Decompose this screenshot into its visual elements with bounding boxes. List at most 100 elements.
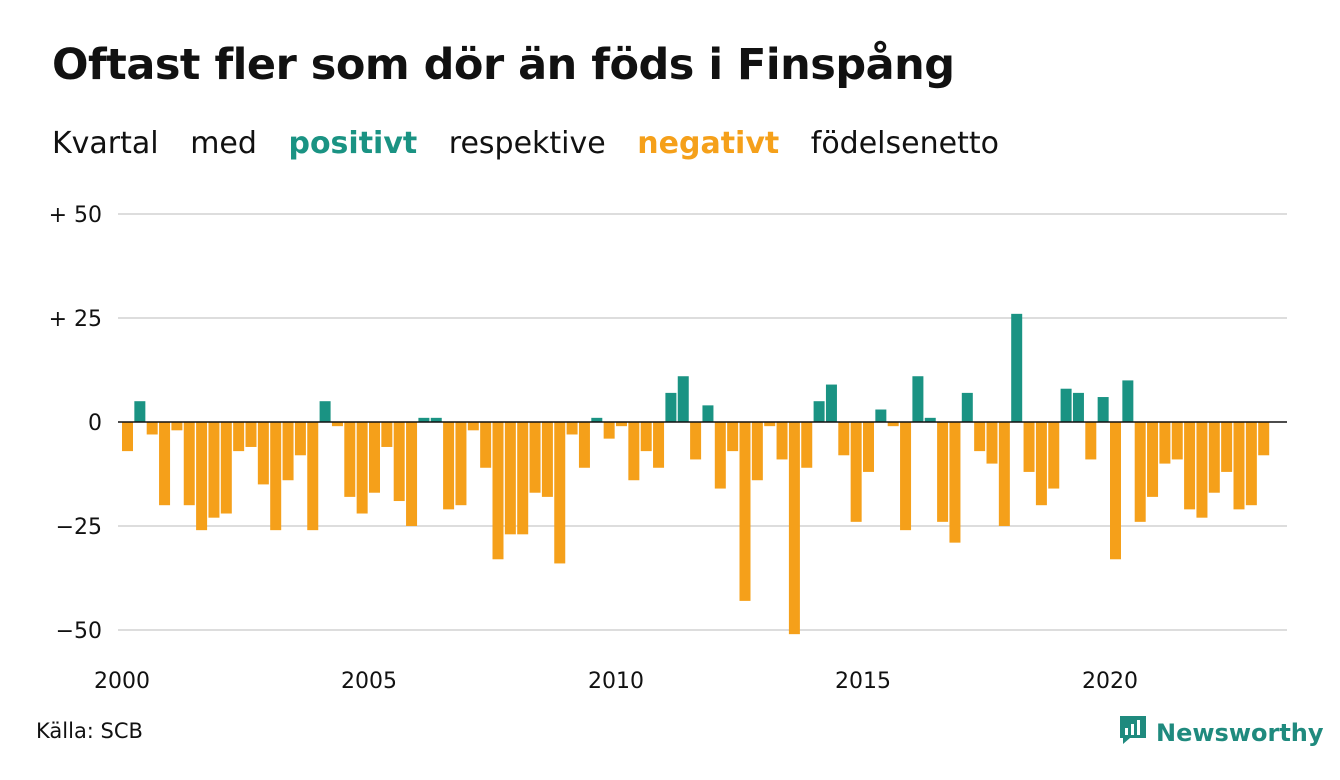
bar <box>1048 422 1060 489</box>
bar <box>751 422 763 481</box>
bar <box>640 422 652 452</box>
bar-chart: + 50 + 25 0 −25 −50 2000 2005 2010 2015 2020 <box>49 203 1287 694</box>
bar <box>220 422 232 514</box>
source-note: Källa: SCB <box>36 719 143 743</box>
bar <box>344 422 356 497</box>
bar <box>912 376 924 422</box>
y-tick-label: 0 <box>88 411 102 436</box>
bar <box>776 422 788 460</box>
bar <box>900 422 912 531</box>
bar <box>1097 397 1109 422</box>
bar <box>924 417 936 422</box>
bar <box>937 422 949 522</box>
bar <box>393 422 405 502</box>
bar <box>406 422 418 526</box>
subtitle-word-respektive: respektive <box>448 126 606 161</box>
bar <box>1208 422 1220 493</box>
bar <box>863 422 874 472</box>
bar <box>1011 313 1023 422</box>
bar <box>282 422 294 481</box>
bar <box>418 417 430 422</box>
bar <box>1110 422 1121 560</box>
bar <box>443 422 455 510</box>
bar <box>690 422 702 460</box>
bar <box>554 422 566 564</box>
bar <box>887 422 899 427</box>
bar <box>430 417 442 422</box>
bar <box>1233 422 1245 510</box>
bar <box>1072 392 1084 422</box>
bar <box>702 405 714 422</box>
bar <box>529 422 541 493</box>
bar <box>801 422 813 468</box>
bar <box>974 422 986 452</box>
x-tick-label: 2010 <box>588 669 644 694</box>
bar <box>467 422 479 431</box>
bar <box>356 422 368 514</box>
bar <box>233 422 245 452</box>
bar <box>825 384 837 422</box>
bar <box>455 422 467 506</box>
bar <box>307 422 319 531</box>
brand-logo[interactable]: Newsworthy <box>1118 714 1324 751</box>
bar <box>196 422 208 531</box>
bar <box>146 422 158 435</box>
bar <box>1122 380 1134 422</box>
subtitle-word-med: med <box>190 126 257 161</box>
bar <box>998 422 1010 526</box>
legend-negative-label: negativt <box>637 126 780 161</box>
brand-name: Newsworthy <box>1156 718 1324 747</box>
bar <box>294 422 306 456</box>
x-tick-label: 2015 <box>835 669 891 694</box>
bar <box>1171 422 1183 460</box>
bar <box>850 422 862 522</box>
bar <box>1184 422 1196 510</box>
chart-bars <box>122 313 1270 635</box>
bar <box>1221 422 1233 472</box>
bar <box>1196 422 1208 518</box>
bar <box>319 401 331 422</box>
x-tick-label: 2000 <box>94 669 150 694</box>
bar <box>961 392 973 422</box>
bar <box>381 422 393 447</box>
x-tick-label: 2005 <box>341 669 397 694</box>
bar <box>331 422 343 427</box>
bar <box>1147 422 1159 497</box>
bar <box>245 422 257 447</box>
chart-subtitle: Kvartal med positivt respektive negativt… <box>52 126 1021 161</box>
bar <box>578 422 590 468</box>
y-tick-label: −25 <box>56 515 102 540</box>
bar <box>653 422 665 468</box>
bar <box>986 422 998 464</box>
x-axis-ticks: 2000 2005 2010 2015 2020 <box>94 669 1138 694</box>
bar <box>739 422 751 601</box>
subtitle-word-kvartal: Kvartal <box>52 126 159 161</box>
bar <box>1060 388 1072 422</box>
bar <box>665 392 677 422</box>
y-tick-label: + 50 <box>49 203 102 228</box>
bar <box>813 401 825 422</box>
bar <box>566 422 578 435</box>
bar <box>1245 422 1257 506</box>
x-tick-label: 2020 <box>1082 669 1138 694</box>
bar <box>591 417 603 422</box>
bar <box>727 422 739 452</box>
bar <box>603 422 615 439</box>
bar <box>1035 422 1047 506</box>
bar <box>1134 422 1146 522</box>
bar <box>764 422 776 427</box>
bar <box>616 422 627 427</box>
bar <box>257 422 269 485</box>
y-tick-label: −50 <box>56 619 102 644</box>
bar <box>1258 422 1270 456</box>
bar <box>1023 422 1035 472</box>
bar <box>492 422 504 560</box>
y-axis-ticks: + 50 + 25 0 −25 −50 <box>49 203 102 644</box>
bar <box>208 422 220 518</box>
legend-positive-label: positivt <box>288 126 418 161</box>
bar <box>480 422 492 468</box>
bar <box>714 422 726 489</box>
bar <box>949 422 961 543</box>
bar <box>517 422 529 535</box>
bar <box>171 422 183 431</box>
